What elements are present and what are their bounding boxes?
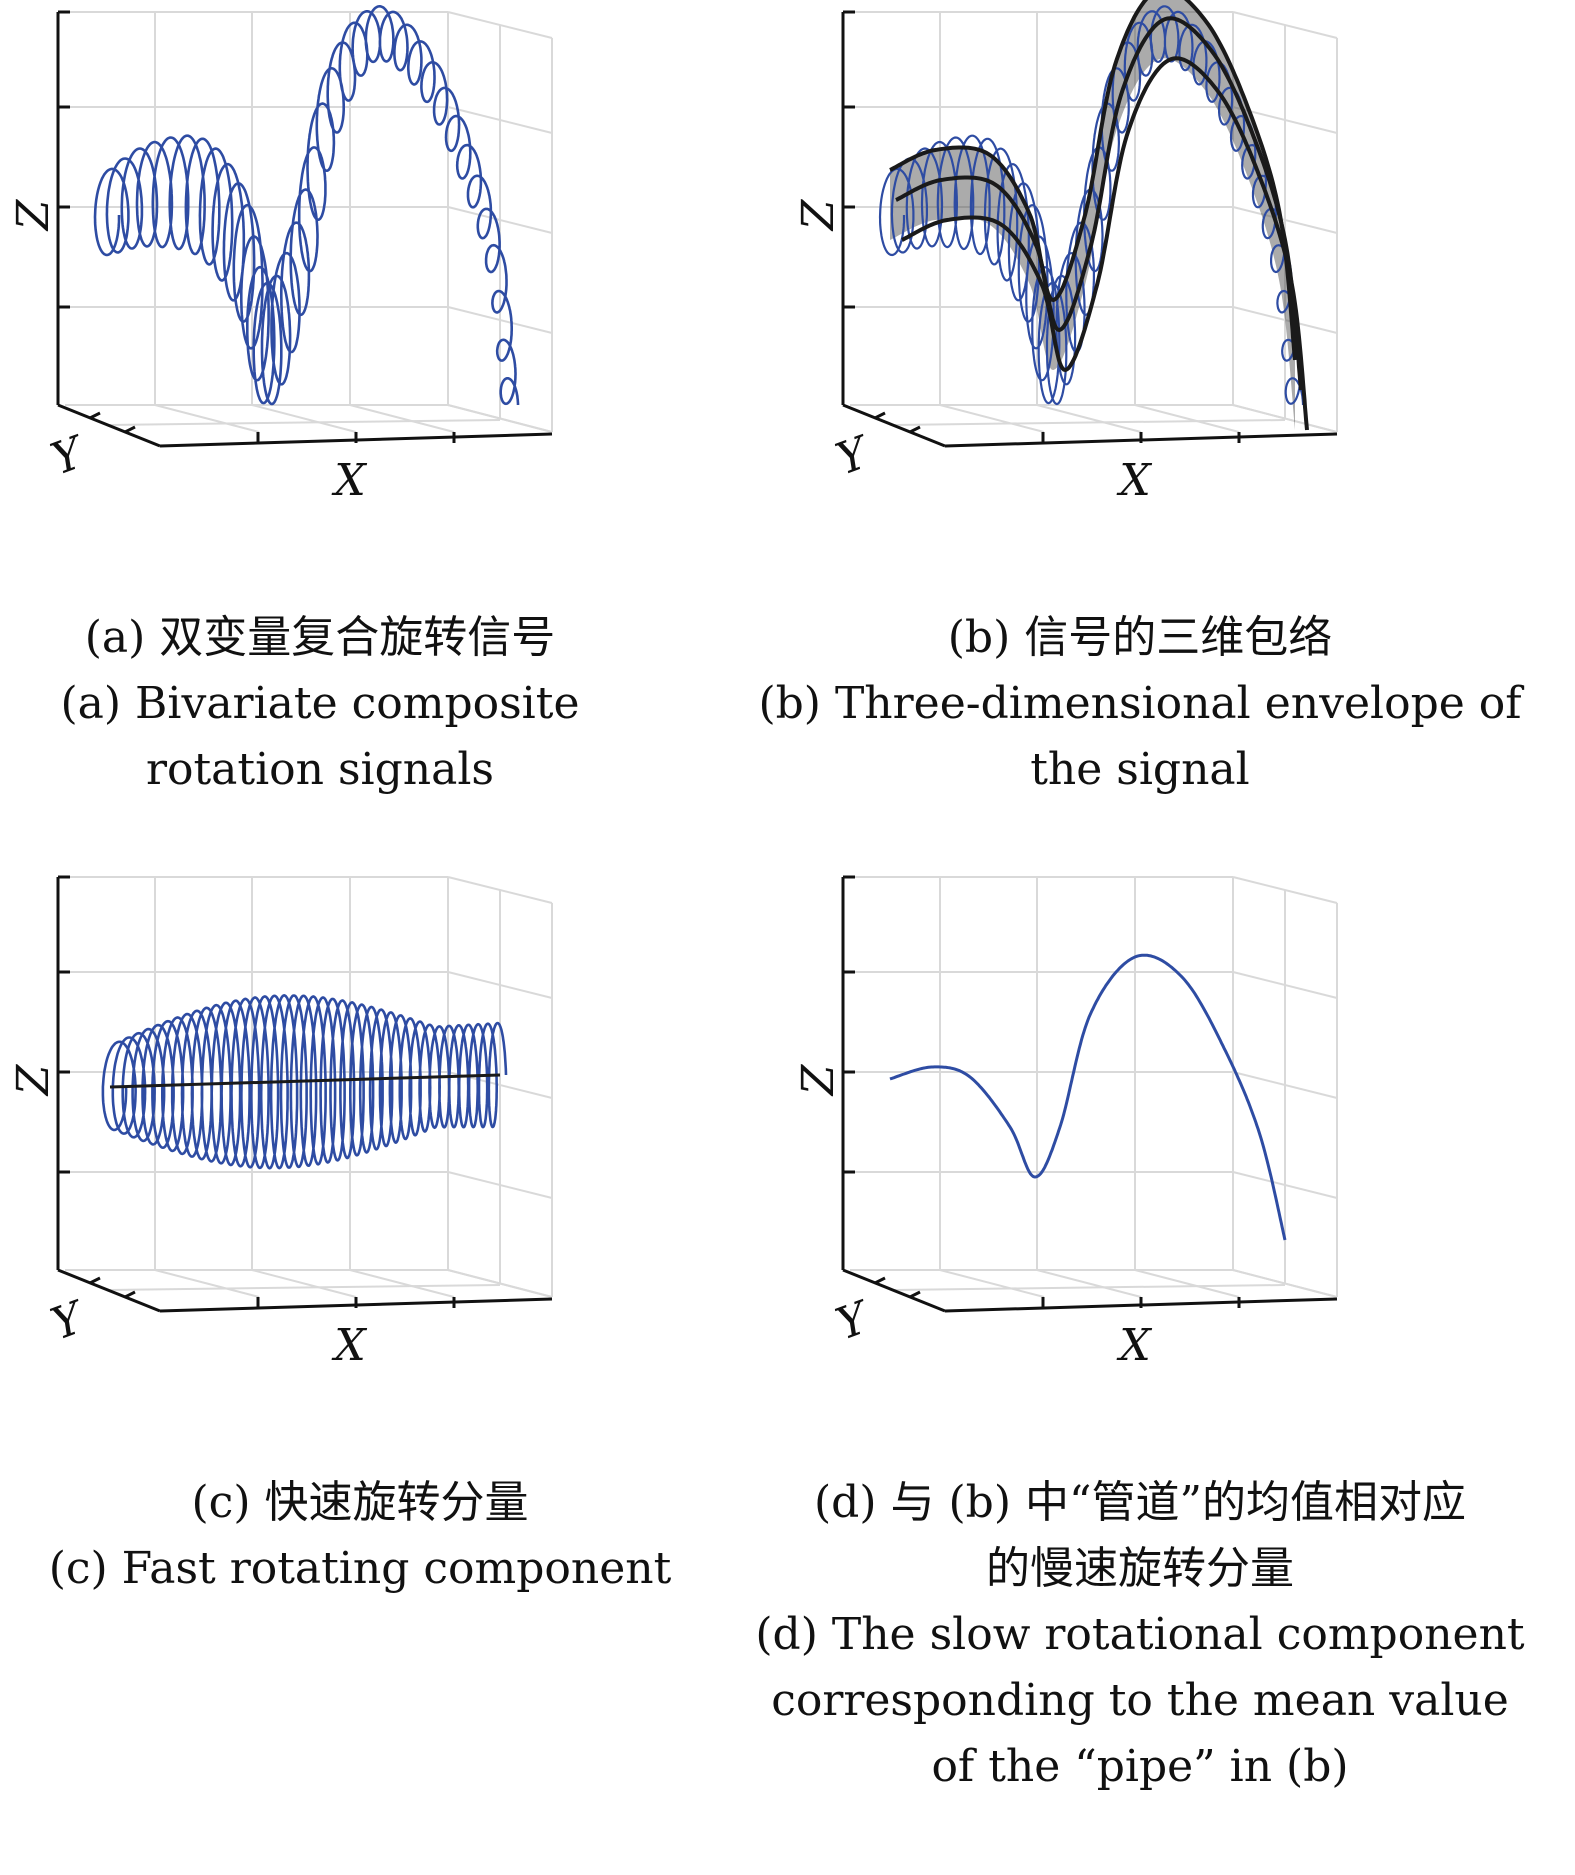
- caption-d-en-2: corresponding to the mean value: [771, 1675, 1509, 1726]
- z-axis-label: Z: [793, 198, 844, 232]
- caption-b: (b) 信号的三维包络 (b) Three-dimensional envelo…: [725, 605, 1555, 803]
- x-axis-label: X: [1116, 1320, 1152, 1371]
- envelope-band: [890, 0, 1295, 430]
- series-composite-signal: [93, 5, 520, 406]
- envelope-curve: [889, 0, 1297, 361]
- plot-panel-d: Z Y X: [793, 875, 1338, 1371]
- y-tick: [124, 1290, 136, 1299]
- grid-floor-mid: [109, 1284, 501, 1291]
- grid-floor-depth: [1036, 1269, 1142, 1298]
- grid-floor-depth: [939, 404, 1045, 433]
- caption-d-en-1: (d) The slow rotational component: [755, 1609, 1525, 1660]
- y-axis-label: Y: [45, 426, 93, 485]
- grid-floor-mid: [894, 1284, 1286, 1291]
- caption-d-en-3: of the “pipe” in (b): [931, 1741, 1349, 1792]
- grid-floor-depth: [251, 404, 357, 433]
- plot-panel-c: Z Y X: [8, 875, 553, 1371]
- grid-floor-depth: [1232, 404, 1338, 433]
- plot-panel-b: Z Y X: [793, 0, 1338, 506]
- caption-c: (c) 快速旋转分量 (c) Fast rotating component: [10, 1470, 710, 1602]
- grid-floor-depth: [1134, 1269, 1240, 1298]
- caption-c-cn: (c) 快速旋转分量: [191, 1477, 529, 1528]
- y-tick: [874, 1276, 886, 1285]
- envelope-curve: [901, 56, 1309, 431]
- grid-floor-depth: [251, 1269, 357, 1298]
- caption-d: (d) 与 (b) 中“管道”的均值相对应 的慢速旋转分量 (d) The sl…: [715, 1470, 1565, 1800]
- z-axis-label: Z: [8, 198, 59, 232]
- caption-b-en-2: the signal: [1030, 744, 1250, 795]
- y-tick: [89, 411, 101, 420]
- y-axis-line: [842, 403, 946, 448]
- x-axis-label: X: [1116, 455, 1152, 506]
- y-tick: [124, 425, 136, 434]
- y-tick: [909, 1290, 921, 1299]
- grid-floor-depth: [1036, 404, 1142, 433]
- z-axis-label: Z: [8, 1063, 59, 1097]
- y-axis-line: [57, 1268, 161, 1313]
- grid-floor-depth: [447, 404, 553, 433]
- caption-d-cn2: 的慢速旋转分量: [986, 1543, 1294, 1594]
- y-tick: [89, 1276, 101, 1285]
- grid-floor-depth: [349, 1269, 455, 1298]
- grid-floor-depth: [154, 404, 260, 433]
- y-axis-line: [842, 1268, 946, 1313]
- caption-b-en-1: (b) Three-dimensional envelope of: [758, 678, 1522, 729]
- series-slow-component: [889, 953, 1287, 1241]
- y-axis-label: Y: [830, 1291, 878, 1350]
- envelope-curve: [895, 16, 1303, 391]
- y-tick: [874, 411, 886, 420]
- caption-d-cn: (d) 与 (b) 中“管道”的均值相对应: [814, 1477, 1466, 1528]
- caption-b-cn: (b) 信号的三维包络: [947, 612, 1333, 663]
- grid-floor-depth: [447, 1269, 553, 1298]
- caption-a-cn: (a) 双变量复合旋转信号: [84, 612, 556, 663]
- caption-a-en-1: (a) Bivariate composite: [60, 678, 580, 729]
- grid-floor-depth: [939, 1269, 1045, 1298]
- grid-floor-depth: [154, 1269, 260, 1298]
- y-axis-label: Y: [830, 426, 878, 485]
- x-axis-label: X: [331, 455, 367, 506]
- grid-floor-mid: [894, 419, 1286, 426]
- caption-a-en-2: rotation signals: [145, 744, 495, 795]
- y-axis-label: Y: [45, 1291, 93, 1350]
- series-mean-line: [109, 1073, 501, 1089]
- grid-floor-depth: [1232, 1269, 1338, 1298]
- plot-panel-a: Z Y X: [8, 5, 553, 506]
- grid-floor-mid: [109, 419, 501, 426]
- y-tick: [909, 425, 921, 434]
- y-axis-line: [57, 403, 161, 448]
- grid-floor-depth: [349, 404, 455, 433]
- caption-c-en-1: (c) Fast rotating component: [48, 1543, 672, 1594]
- caption-a: (a) 双变量复合旋转信号 (a) Bivariate composite ro…: [10, 605, 630, 803]
- z-axis-label: Z: [793, 1063, 844, 1097]
- grid-floor-depth: [1134, 404, 1240, 433]
- x-axis-label: X: [331, 1320, 367, 1371]
